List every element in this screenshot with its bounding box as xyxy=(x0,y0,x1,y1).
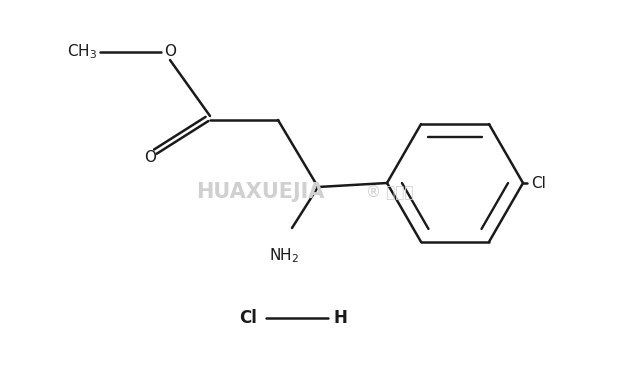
Text: ® 化学加: ® 化学加 xyxy=(366,184,413,199)
Text: Cl: Cl xyxy=(531,176,546,191)
Text: NH$_2$: NH$_2$ xyxy=(269,246,299,265)
Text: O: O xyxy=(144,151,156,166)
Text: CH$_3$: CH$_3$ xyxy=(67,43,97,61)
Text: Cl: Cl xyxy=(239,309,257,327)
Text: O: O xyxy=(164,45,176,60)
Text: H: H xyxy=(333,309,347,327)
Text: HUAXUEJIA: HUAXUEJIA xyxy=(196,182,324,202)
